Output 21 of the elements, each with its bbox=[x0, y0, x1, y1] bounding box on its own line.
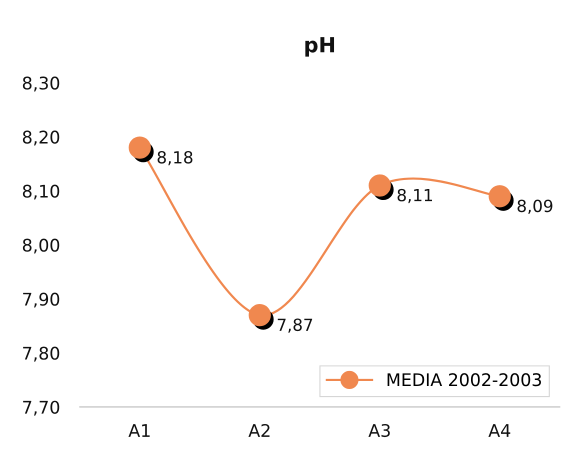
y-tick-label: 7,80 bbox=[23, 346, 60, 362]
x-tick-label: A4 bbox=[488, 424, 510, 437]
y-tick-label: 7,90 bbox=[23, 292, 60, 308]
point bbox=[128, 136, 151, 159]
chart-title: pH bbox=[305, 37, 334, 57]
y-tick-label: 7,70 bbox=[23, 400, 60, 416]
x-tick-label: A1 bbox=[128, 424, 150, 437]
y-tick-label: 8,30 bbox=[22, 76, 60, 92]
point bbox=[368, 174, 391, 197]
data-label: 8,11 bbox=[398, 188, 432, 204]
y-tick-label: 8,00 bbox=[22, 238, 60, 254]
data-label: 8,18 bbox=[158, 150, 192, 166]
x-tick-label: A2 bbox=[248, 424, 270, 437]
legend-label: MEDIA 2002-2003 bbox=[388, 373, 541, 386]
x-tick-label: A3 bbox=[368, 424, 390, 438]
y-tick-label: 8,20 bbox=[22, 130, 60, 146]
data-label: 7,87 bbox=[278, 318, 312, 333]
point bbox=[488, 185, 511, 208]
y-tick-label: 8,10 bbox=[22, 184, 60, 200]
data-label: 8,09 bbox=[518, 200, 552, 214]
point bbox=[248, 304, 271, 326]
